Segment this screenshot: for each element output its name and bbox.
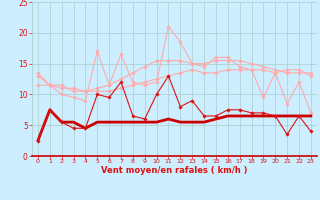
X-axis label: Vent moyen/en rafales ( km/h ): Vent moyen/en rafales ( km/h ) <box>101 166 248 175</box>
